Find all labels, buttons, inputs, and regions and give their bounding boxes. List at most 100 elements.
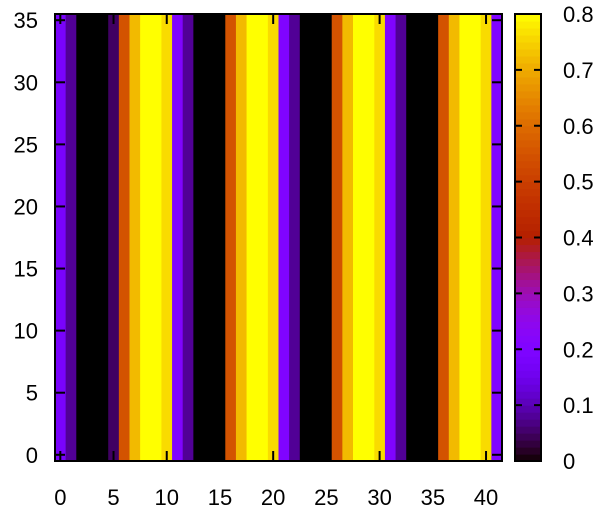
colorbar-axis: 0 0.1 0.2 0.3 0.4 0.5 0.6 0.7 0.8 <box>515 2 594 474</box>
heatmap-column <box>321 14 333 461</box>
colorbar-step <box>515 286 541 294</box>
colorbar-step <box>515 223 541 232</box>
heatmap-column <box>331 14 343 461</box>
colorbar-step <box>515 363 541 371</box>
colorbar-step <box>515 20 541 29</box>
colorbar-step <box>515 272 541 280</box>
colorbar-step <box>515 62 541 71</box>
heatmap-column <box>448 14 461 461</box>
colorbar-tick-label: 0.6 <box>563 114 594 139</box>
colorbar-step <box>515 237 541 246</box>
colorbar-step <box>515 153 541 162</box>
heatmap-column <box>204 14 216 461</box>
heatmap-column <box>470 14 482 461</box>
x-tick-label: 35 <box>421 485 445 510</box>
colorbar-step <box>515 377 541 385</box>
heatmap-column <box>289 14 301 461</box>
heatmap-column <box>406 14 418 461</box>
heatmap-column <box>108 14 120 461</box>
colorbar-step <box>515 27 541 36</box>
colorbar-step <box>515 433 541 441</box>
heatmap-column <box>353 14 365 461</box>
heatmap-column <box>267 14 280 461</box>
heatmap-column <box>395 14 407 461</box>
colorbar-step <box>515 167 541 176</box>
colorbar-step <box>515 349 541 357</box>
colorbar-step <box>515 14 541 22</box>
y-tick-label: 20 <box>14 194 38 219</box>
colorbar-step <box>515 195 541 204</box>
colorbar-step <box>515 314 541 322</box>
colorbar-step <box>515 440 541 448</box>
colorbar-step <box>515 342 541 350</box>
colorbar-step <box>515 321 541 329</box>
y-tick-label: 10 <box>14 319 38 344</box>
heatmap-column <box>374 14 386 461</box>
colorbar-step <box>515 34 541 43</box>
colorbar-step <box>515 300 541 308</box>
heatmap-column <box>310 14 322 461</box>
colorbar-step <box>515 181 541 190</box>
heatmap-column <box>225 14 237 461</box>
y-tick-label: 5 <box>26 381 38 406</box>
y-tick-label: 25 <box>14 132 38 157</box>
colorbar-step <box>515 125 541 134</box>
colorbar-step <box>515 258 541 267</box>
heatmap-column <box>76 14 88 461</box>
colorbar-step <box>515 160 541 169</box>
colorbar-tick-label: 0.4 <box>563 226 594 251</box>
y-tick-label: 0 <box>26 443 38 468</box>
heatmap-column <box>480 14 492 461</box>
x-tick-label: 10 <box>155 485 179 510</box>
heatmap-column <box>55 14 67 461</box>
y-tick-label: 35 <box>14 8 38 33</box>
x-tick-label: 15 <box>208 485 232 510</box>
heatmap-column <box>384 14 397 461</box>
colorbar-step <box>515 419 541 427</box>
colorbar-step <box>515 328 541 336</box>
colorbar-step <box>515 391 541 399</box>
colorbar-tick-label: 0.2 <box>563 337 594 362</box>
heatmap-column <box>459 14 471 461</box>
colorbar <box>515 14 541 462</box>
colorbar-step <box>515 454 541 462</box>
colorbar-step <box>515 118 541 127</box>
colorbar-step <box>515 48 541 57</box>
heatmap-column <box>427 14 439 461</box>
colorbar-step <box>515 209 541 218</box>
colorbar-step <box>515 384 541 392</box>
colorbar-step <box>515 335 541 343</box>
heatmap-column <box>97 14 109 461</box>
heatmap-column <box>118 14 131 461</box>
colorbar-tick-label: 0.5 <box>563 170 594 195</box>
colorbar-step <box>515 426 541 434</box>
colorbar-step <box>515 251 541 260</box>
colorbar-step <box>515 447 541 455</box>
colorbar-step <box>515 230 541 239</box>
heatmap-column <box>161 14 173 461</box>
colorbar-step <box>515 41 541 50</box>
colorbar-step <box>515 202 541 211</box>
x-tick-label: 40 <box>474 485 498 510</box>
x-tick-label: 25 <box>314 485 338 510</box>
colorbar-tick-label: 0.3 <box>563 281 594 306</box>
colorbar-step <box>515 405 541 413</box>
heatmap-cells <box>55 14 503 461</box>
colorbar-step <box>515 97 541 106</box>
colorbar-step <box>515 55 541 64</box>
heatmap-column <box>172 14 184 461</box>
colorbar-tick-label: 0 <box>563 449 575 474</box>
colorbar-step <box>515 90 541 99</box>
colorbar-step <box>515 307 541 315</box>
colorbar-step <box>515 188 541 197</box>
heatmap-column <box>129 14 141 461</box>
heatmap-column <box>342 14 354 461</box>
colorbar-step <box>515 398 541 406</box>
heatmap-column <box>438 14 450 461</box>
colorbar-step <box>515 356 541 364</box>
heatmap-column <box>193 14 205 461</box>
heatmap-column <box>257 14 269 461</box>
colorbar-step <box>515 146 541 155</box>
x-tick-label: 5 <box>107 485 119 510</box>
colorbar-step <box>515 139 541 148</box>
